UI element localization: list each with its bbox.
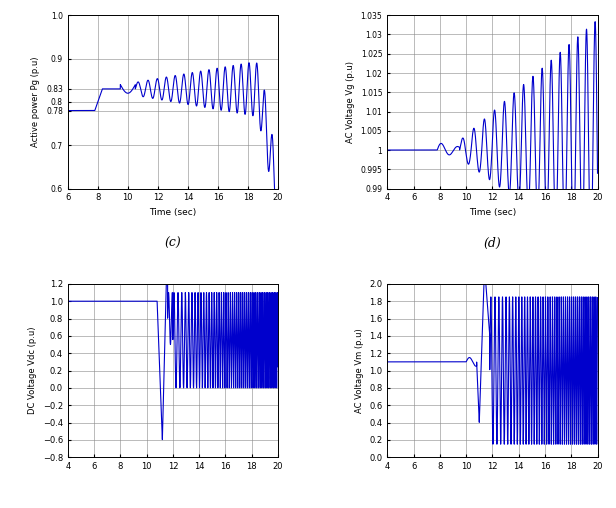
X-axis label: Time (sec): Time (sec) [149,208,197,217]
Text: (d): (d) [484,237,501,250]
X-axis label: Time (sec): Time (sec) [469,208,516,217]
Text: (c): (c) [164,237,181,250]
Y-axis label: DC Voltage Vdc (p.u): DC Voltage Vdc (p.u) [28,327,37,415]
Y-axis label: AC Voltage Vm (p.u): AC Voltage Vm (p.u) [355,328,363,413]
Y-axis label: Active power Pg (p.u): Active power Pg (p.u) [31,57,41,147]
Y-axis label: AC Voltage Vg (p.u): AC Voltage Vg (p.u) [346,61,355,143]
